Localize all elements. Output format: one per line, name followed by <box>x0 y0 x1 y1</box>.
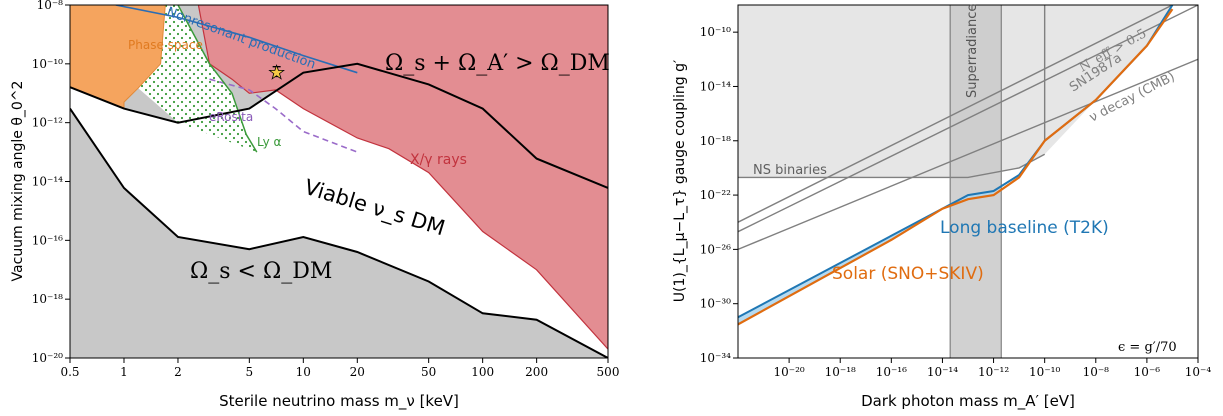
solar-line <box>738 8 1174 326</box>
tick-label: 10⁻⁸ <box>1083 365 1110 379</box>
label-xray: X/γ rays <box>410 152 467 168</box>
star-marker <box>268 63 285 80</box>
lyman-alpha-dotted-region <box>138 5 257 153</box>
left-y-axis-label: Vacuum mixing angle θ_0^2 <box>10 81 26 282</box>
tick-label: 10⁻¹⁰ <box>1029 365 1060 379</box>
upper-boundary-line <box>70 62 608 189</box>
tick-label: 10⁻³⁴ <box>700 351 731 365</box>
label-t2k: Long baseline (T2K) <box>940 218 1109 238</box>
tick-label: 10⁻²⁶ <box>700 242 731 256</box>
label-ns-binaries: NS binaries <box>753 163 827 178</box>
right-axes-frame <box>737 4 1199 359</box>
sn1987a-line <box>738 5 1198 233</box>
tick-label: 10⁻¹⁸ <box>32 292 63 306</box>
tick-label: 2 <box>174 365 182 379</box>
xray-region <box>197 5 608 350</box>
tick-label: 20 <box>350 365 365 379</box>
tick-label: 10⁻¹⁶ <box>876 365 907 379</box>
label-phase: Phase space <box>128 38 203 52</box>
right-panel: 10⁻²⁰ 10⁻¹⁸ 10⁻¹⁶ 10⁻¹⁴ 10⁻¹² 10⁻¹⁰ 10⁻⁸ 10⁻⁶ 10… <box>672 4 1211 411</box>
label-solar: Solar (SNO+SKIV) <box>832 264 984 284</box>
left-y-ticks: 10⁻²⁰ 10⁻¹⁸ 10⁻¹⁶ 10⁻¹⁴ 10⁻¹² 10⁻¹⁰ 10⁻⁸ <box>32 0 70 365</box>
tick-label: 10⁻¹² <box>32 116 63 130</box>
tick-label: 100 <box>471 365 494 379</box>
label-underproduced: Ω_s < Ω_DM <box>190 259 332 284</box>
tick-label: 10⁻¹⁴ <box>927 365 958 379</box>
tick-label: 10 <box>296 365 311 379</box>
superradiance-band <box>949 5 1002 358</box>
tick-label: 10⁻¹⁰ <box>700 25 731 39</box>
right-y-ticks: 10⁻³⁴ 10⁻³⁰ 10⁻²⁶ 10⁻²² 10⁻¹⁸ 10⁻¹⁴ 10⁻¹⁰ <box>700 25 738 365</box>
tick-label: 10⁻³⁰ <box>700 297 731 311</box>
label-epsilon: ϵ = g′/70 <box>1118 340 1177 355</box>
tick-label: 200 <box>525 365 548 379</box>
label-lya: Ly α <box>257 135 282 149</box>
left-x-axis-label: Sterile neutrino mass m_ν [keV] <box>219 392 459 411</box>
tick-label: 10⁻¹⁰ <box>32 57 63 71</box>
tick-label: 10⁻⁸ <box>37 0 64 12</box>
tick-label: 0.5 <box>60 365 79 379</box>
right-x-ticks: 10⁻²⁰ 10⁻¹⁸ 10⁻¹⁶ 10⁻¹⁴ 10⁻¹² 10⁻¹⁰ 10⁻⁸ 10⁻⁶ 10… <box>773 358 1211 379</box>
lower-boundary-line <box>70 108 608 358</box>
left-x-ticks: 0.5 1 2 5 10 20 50 100 200 500 <box>60 358 619 379</box>
tick-label: 10⁻¹⁴ <box>32 175 63 189</box>
tick-label: 500 <box>597 365 620 379</box>
right-y-axis-label: U(1)_{L_μ−L_τ} gauge coupling g′ <box>672 60 688 302</box>
tick-label: 5 <box>246 365 254 379</box>
tick-label: 10⁻¹⁸ <box>700 134 731 148</box>
erosita-curve <box>209 78 358 153</box>
tick-label: 10⁻²² <box>700 188 731 202</box>
signal-marker <box>268 63 285 80</box>
tick-label: 10⁻⁶ <box>1134 365 1161 379</box>
tick-label: 50 <box>421 365 436 379</box>
tick-label: 10⁻²⁰ <box>773 365 804 379</box>
right-x-axis-label: Dark photon mass m_A′ [eV] <box>861 392 1075 411</box>
neff-line <box>738 5 1173 223</box>
nonresonant-curve <box>115 5 358 74</box>
nu-decay-cmb-line <box>738 58 1198 251</box>
tick-label: 10⁻⁴ <box>1185 365 1212 379</box>
tick-label: 10⁻¹⁴ <box>700 79 731 93</box>
tick-label: 10⁻¹² <box>978 365 1009 379</box>
label-superradiance: Superradiance <box>965 4 980 98</box>
label-overproduced: Ω_s + Ω_A′ > Ω_DM <box>385 51 610 76</box>
ns-binaries-line <box>738 153 1046 179</box>
left-panel: 0.5 1 2 5 10 20 50 100 200 500 10⁻²⁰10⁻¹⁸10⁻¹⁶10⁻… <box>10 0 619 411</box>
tick-label: 10⁻¹⁶ <box>32 233 63 247</box>
tick-label: 1 <box>120 365 128 379</box>
left-plot-area <box>70 5 608 358</box>
tick-label: 10⁻¹⁸ <box>825 365 856 379</box>
right-plot-area <box>738 5 1198 358</box>
tick-label: 10⁻²⁰ <box>32 351 63 365</box>
label-erosita: eRosita <box>209 110 253 124</box>
lyman-alpha-curve <box>177 5 258 153</box>
